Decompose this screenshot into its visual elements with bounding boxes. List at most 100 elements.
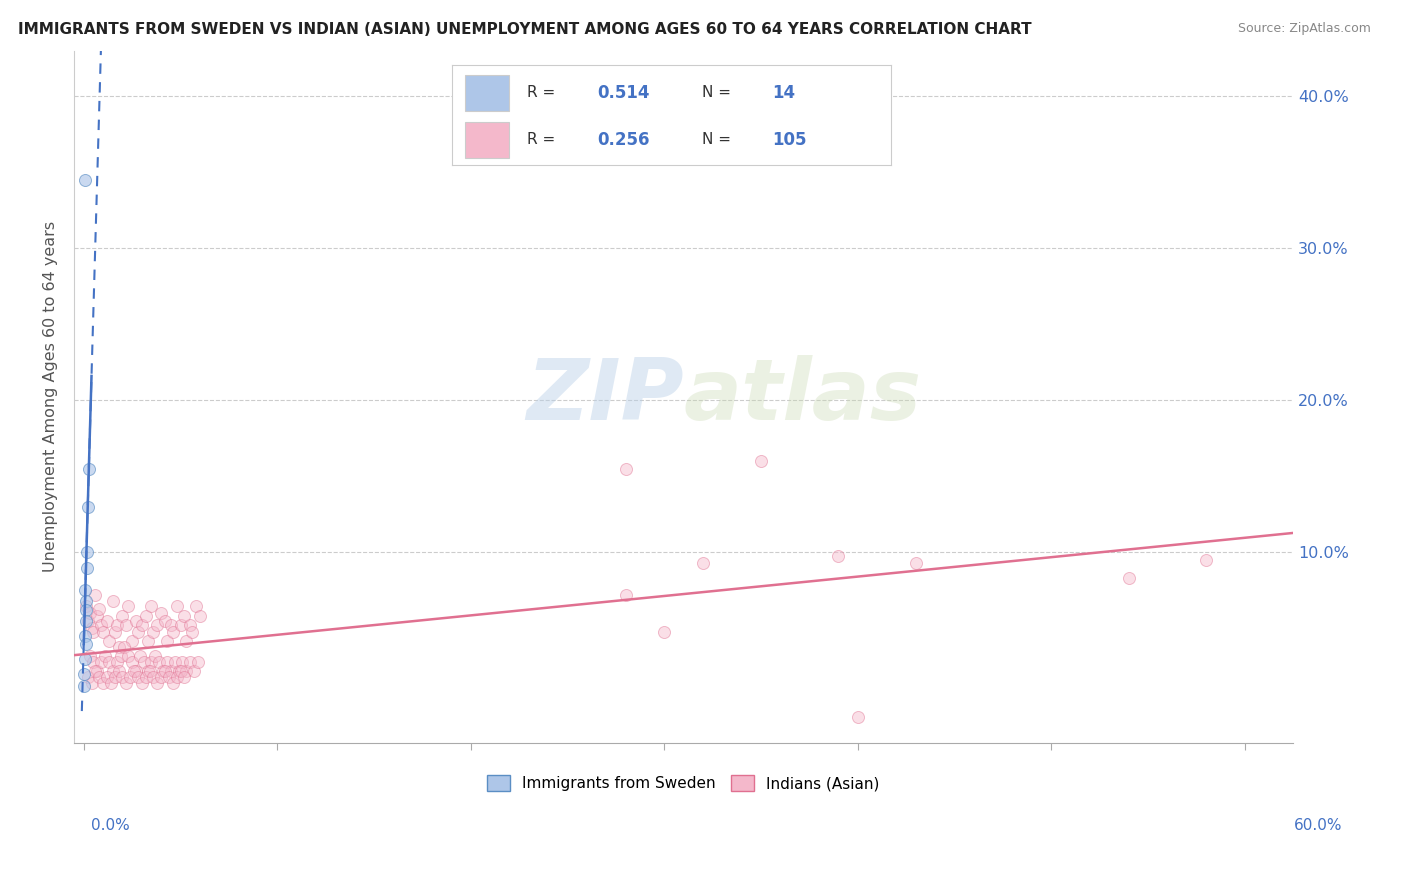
Point bbox=[111, 609, 134, 624]
Point bbox=[76, 545, 98, 559]
Point bbox=[75, 637, 97, 651]
Point bbox=[100, 676, 122, 690]
Point bbox=[77, 462, 100, 476]
Point bbox=[73, 652, 96, 666]
Point bbox=[846, 709, 869, 723]
Point bbox=[111, 670, 134, 684]
Point bbox=[148, 655, 170, 669]
Point bbox=[82, 624, 104, 639]
Text: 0.0%: 0.0% bbox=[91, 818, 131, 832]
Point bbox=[105, 618, 128, 632]
Point bbox=[156, 655, 179, 669]
Point bbox=[76, 500, 98, 514]
Point bbox=[146, 618, 169, 632]
Point bbox=[104, 670, 127, 684]
Point bbox=[73, 667, 96, 681]
Point bbox=[904, 556, 927, 570]
Point bbox=[125, 664, 148, 678]
Point bbox=[84, 664, 107, 678]
Point bbox=[80, 622, 103, 636]
Point bbox=[121, 655, 143, 669]
Point bbox=[1118, 571, 1140, 585]
Point bbox=[101, 664, 124, 678]
Point bbox=[187, 655, 209, 669]
Point bbox=[153, 664, 176, 678]
Point bbox=[183, 664, 205, 678]
Text: atlas: atlas bbox=[683, 355, 922, 438]
Point bbox=[94, 648, 117, 663]
Point bbox=[163, 655, 186, 669]
Point bbox=[76, 614, 98, 628]
Point bbox=[115, 676, 138, 690]
Point bbox=[76, 560, 98, 574]
Point bbox=[76, 670, 98, 684]
Point bbox=[117, 599, 139, 613]
Point bbox=[176, 633, 198, 648]
Point bbox=[117, 648, 139, 663]
Point bbox=[90, 618, 112, 632]
Point bbox=[1195, 553, 1218, 567]
Point bbox=[152, 664, 174, 678]
Point bbox=[82, 655, 104, 669]
Point bbox=[122, 664, 145, 678]
Point bbox=[115, 618, 138, 632]
Point bbox=[146, 676, 169, 690]
Point bbox=[136, 664, 159, 678]
Point bbox=[169, 618, 191, 632]
Point bbox=[142, 670, 165, 684]
Point bbox=[90, 655, 112, 669]
Point bbox=[179, 655, 201, 669]
Point bbox=[96, 614, 118, 628]
Point bbox=[75, 603, 97, 617]
Point bbox=[614, 588, 637, 602]
Point bbox=[141, 655, 163, 669]
Point bbox=[131, 618, 153, 632]
Point bbox=[97, 633, 120, 648]
Point bbox=[166, 599, 188, 613]
Point bbox=[181, 624, 204, 639]
Point bbox=[176, 664, 198, 678]
Point bbox=[138, 664, 160, 678]
Point bbox=[86, 664, 108, 678]
Point bbox=[107, 664, 129, 678]
Point bbox=[150, 607, 173, 621]
Point bbox=[135, 670, 157, 684]
Point bbox=[184, 599, 207, 613]
Point bbox=[167, 664, 190, 678]
Point bbox=[75, 583, 97, 598]
Point bbox=[127, 624, 149, 639]
Point bbox=[749, 454, 772, 468]
Point bbox=[104, 624, 127, 639]
Point bbox=[73, 629, 96, 643]
Point bbox=[156, 633, 179, 648]
Point bbox=[692, 556, 714, 570]
Point bbox=[160, 664, 183, 678]
Point bbox=[101, 594, 124, 608]
Point bbox=[188, 609, 211, 624]
Point bbox=[131, 676, 153, 690]
Point bbox=[79, 607, 101, 621]
Point bbox=[169, 664, 191, 678]
Point bbox=[179, 618, 201, 632]
Y-axis label: Unemployment Among Ages 60 to 64 years: Unemployment Among Ages 60 to 64 years bbox=[44, 221, 58, 572]
Point bbox=[150, 670, 173, 684]
Point bbox=[127, 670, 149, 684]
Point bbox=[75, 173, 97, 187]
Point bbox=[107, 640, 129, 654]
Point bbox=[121, 633, 143, 648]
Point bbox=[120, 670, 142, 684]
Point bbox=[157, 670, 180, 684]
Point bbox=[652, 624, 675, 639]
Point bbox=[142, 624, 165, 639]
Point bbox=[112, 640, 135, 654]
Point bbox=[160, 618, 183, 632]
Text: ZIP: ZIP bbox=[526, 355, 683, 438]
Point bbox=[86, 609, 108, 624]
Text: 60.0%: 60.0% bbox=[1295, 818, 1343, 832]
Text: IMMIGRANTS FROM SWEDEN VS INDIAN (ASIAN) UNEMPLOYMENT AMONG AGES 60 TO 64 YEARS : IMMIGRANTS FROM SWEDEN VS INDIAN (ASIAN)… bbox=[18, 22, 1032, 37]
Point bbox=[173, 609, 195, 624]
Point bbox=[89, 601, 111, 615]
Point bbox=[79, 648, 101, 663]
Point bbox=[80, 676, 103, 690]
Point bbox=[153, 614, 176, 628]
